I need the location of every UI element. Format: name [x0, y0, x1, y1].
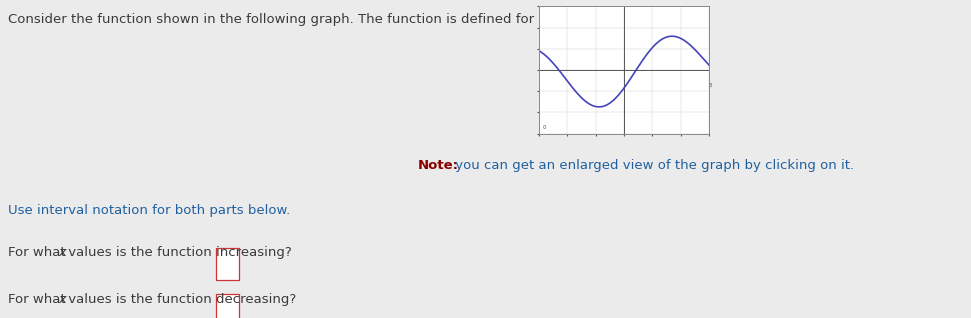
- Text: For what: For what: [8, 293, 70, 306]
- Text: Consider the function shown in the following graph. The function is defined for : Consider the function shown in the follo…: [8, 13, 651, 26]
- Text: x: x: [58, 246, 66, 259]
- Text: 0: 0: [543, 125, 546, 130]
- FancyBboxPatch shape: [216, 294, 239, 318]
- Text: 3: 3: [709, 83, 713, 88]
- FancyBboxPatch shape: [216, 248, 239, 280]
- Text: x: x: [58, 293, 66, 306]
- Text: you can get an enlarged view of the graph by clicking on it.: you can get an enlarged view of the grap…: [451, 159, 854, 172]
- Text: For what: For what: [8, 246, 70, 259]
- Text: values is the function increasing?: values is the function increasing?: [64, 246, 292, 259]
- Text: values is the function decreasing?: values is the function decreasing?: [64, 293, 296, 306]
- Text: Note:: Note:: [418, 159, 458, 172]
- Text: Use interval notation for both parts below.: Use interval notation for both parts bel…: [8, 204, 290, 217]
